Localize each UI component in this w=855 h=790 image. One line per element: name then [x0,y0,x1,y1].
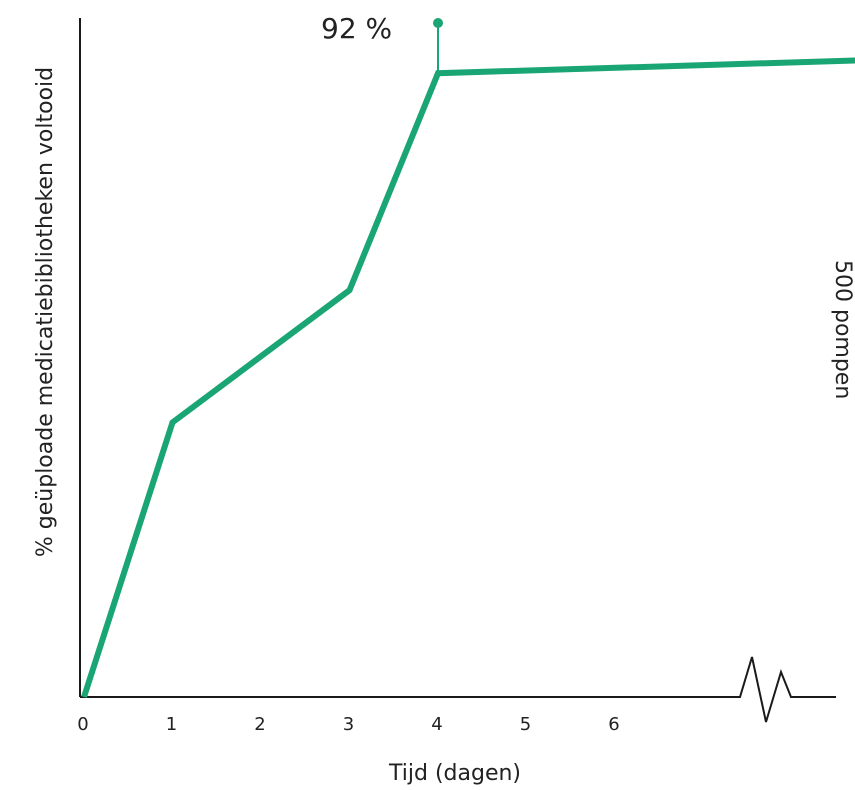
x-tick-label: 0 [77,714,88,735]
x-axis-line-with-break [80,656,836,723]
x-tick-label: 5 [520,714,531,735]
x-tick-label: 1 [166,714,177,735]
series-group [81,18,855,698]
series-line [81,57,855,698]
x-tick-label: 3 [343,714,354,735]
annotations: 92 % 500 pompen [321,12,855,399]
x-axis-title: Tijd (dagen) [388,761,521,786]
peak-label: 92 % [321,12,392,45]
peak-marker-dot [433,18,443,28]
y-axis-title: % geüploade medicatiebibliotheken voltoo… [33,67,58,557]
side-label: 500 pompen [830,260,855,399]
x-tick-label: 4 [431,714,442,735]
axes [79,18,836,723]
x-tick-label: 6 [608,714,619,735]
x-tick-label: 2 [254,714,265,735]
x-tick-labels: 0 1 2 3 4 5 6 [77,714,619,735]
